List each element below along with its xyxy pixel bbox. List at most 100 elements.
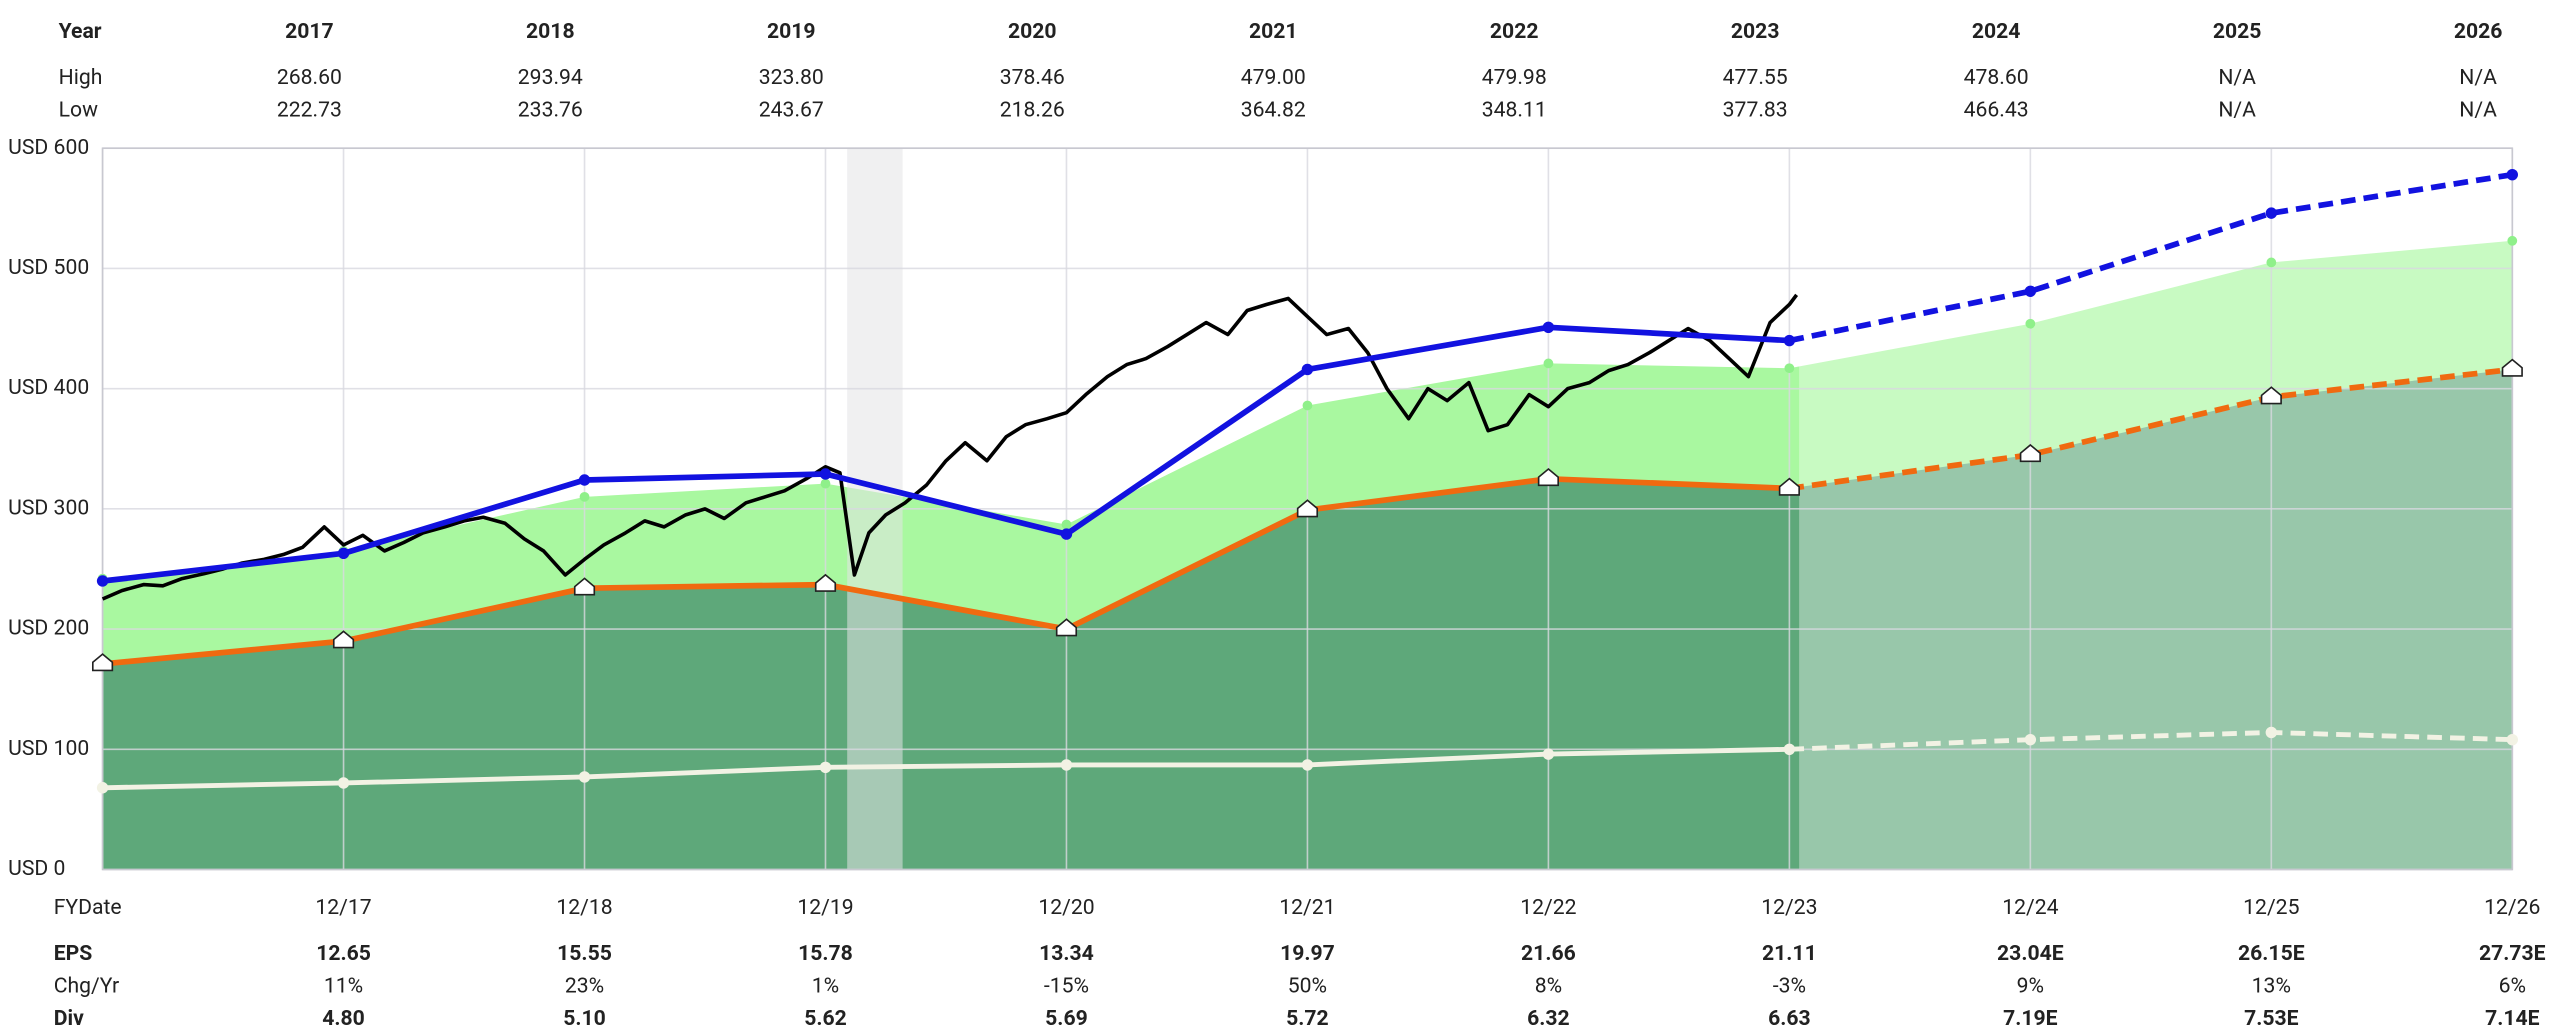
cell: 477.55 [1723, 65, 1788, 90]
cell: 23% [565, 973, 604, 998]
normal-pe-dot [578, 474, 591, 486]
normal-pe-dot [2265, 207, 2278, 219]
cell: 5.62 [804, 1006, 847, 1031]
year-label: 2025 [2213, 19, 2262, 44]
y-tick-label: USD 400 [8, 375, 89, 400]
row-label: Low [59, 97, 98, 122]
y-tick-label: USD 500 [8, 255, 89, 280]
dividend-dot [1542, 748, 1555, 760]
dividend-dot [337, 777, 350, 789]
cell: 5.10 [563, 1006, 606, 1031]
x-tick-label: 12/19 [797, 895, 853, 920]
cell: 466.43 [1964, 97, 2029, 122]
normal-pe-dot [96, 575, 109, 587]
series-line [102, 475, 1790, 667]
fair-value-marker [2260, 386, 2282, 405]
upper-dot [1061, 519, 1072, 530]
year-label: 2021 [1249, 19, 1298, 44]
cell: 6% [2499, 973, 2526, 998]
normal-pe-dot [1060, 528, 1073, 540]
cell: 19.97 [1280, 941, 1335, 966]
y-tick-label: USD 200 [8, 616, 89, 641]
cell: 348.11 [1482, 97, 1547, 122]
dividend-dot [96, 782, 109, 794]
cell: 293.94 [518, 65, 583, 90]
fair-value-marker [332, 630, 355, 649]
series-line [102, 746, 1790, 791]
plot-frame [101, 147, 2514, 871]
fair-value-marker [2019, 443, 2041, 463]
cell: 26.15E [2238, 941, 2305, 966]
y-tick-label: USD 600 [8, 135, 89, 160]
normal-pe-dot [1301, 363, 1314, 376]
fair-value-marker [573, 577, 596, 596]
x-tick-label: 12/20 [1038, 895, 1094, 920]
cell: 7.19E [2003, 1006, 2058, 1031]
cell: 21.66 [1521, 941, 1576, 966]
cell: 15.55 [557, 941, 612, 966]
upper-dot [1302, 400, 1313, 411]
normal-pe-dot [2506, 168, 2518, 181]
x-tick-label: 12/23 [1761, 895, 1817, 920]
cell: 378.46 [1000, 65, 1065, 90]
dividend-dot [2024, 733, 2037, 746]
row-label: Div [54, 1006, 84, 1031]
year-header: Year [59, 19, 102, 44]
cell: N/A [2218, 97, 2256, 122]
cell: 6.63 [1768, 1006, 1811, 1031]
dividend-dot [2506, 733, 2518, 746]
cell: 8% [1535, 973, 1562, 998]
normal-pe-dot [819, 468, 832, 480]
fair-value-marker [91, 653, 114, 672]
series-line [1789, 730, 2513, 752]
dividend-dot [819, 761, 832, 774]
cell: 218.26 [1000, 97, 1065, 122]
row-label: High [59, 65, 103, 90]
cell: 7.14E [2485, 1006, 2540, 1031]
dividend-dot [1301, 759, 1314, 771]
cell: 50% [1288, 973, 1327, 998]
cell: 5.72 [1286, 1006, 1329, 1031]
series-line [102, 324, 1790, 584]
cell: 6.32 [1527, 1006, 1570, 1031]
cell: 233.76 [518, 97, 583, 122]
series-line [1788, 366, 2513, 492]
cell: 377.83 [1723, 97, 1788, 122]
series-line [1788, 171, 2513, 344]
year-label: 2019 [767, 19, 816, 44]
cell: 7.53E [2244, 1006, 2299, 1031]
x-tick-label: 12/17 [315, 895, 371, 920]
cell: 4.80 [322, 1006, 365, 1031]
upper-dot [820, 478, 831, 489]
y-tick-label: USD 300 [8, 495, 89, 520]
normal-pe-dot [1783, 334, 1796, 347]
cell: 479.00 [1241, 65, 1306, 90]
upper-dot [1784, 363, 1795, 374]
year-label: 2020 [1008, 19, 1057, 44]
x-tick-label: 12/18 [556, 895, 612, 920]
dividend-dot [2265, 726, 2278, 739]
cell: N/A [2459, 65, 2497, 90]
price-line [101, 293, 1799, 601]
cell: N/A [2218, 65, 2256, 90]
upper-dot [2507, 235, 2518, 246]
fair-value-marker [1296, 499, 1319, 518]
year-label: 2018 [526, 19, 575, 44]
y-tick-label: USD 0 [8, 856, 65, 881]
cell: 13.34 [1039, 941, 1094, 966]
cell: 12.65 [316, 941, 371, 966]
x-tick-label: 12/25 [2243, 895, 2299, 920]
year-label: 2017 [285, 19, 334, 44]
normal-pe-dot [337, 547, 350, 560]
fair-value-marker [2501, 358, 2523, 377]
x-tick-label: 12/21 [1279, 895, 1335, 920]
row-label: Chg/Yr [54, 973, 120, 998]
cell: 478.60 [1964, 65, 2029, 90]
cell: 1% [812, 973, 839, 998]
year-label: 2023 [1731, 19, 1780, 44]
y-tick-label: USD 100 [8, 736, 89, 761]
fair-value-marker [1055, 618, 1078, 637]
cell: 11% [324, 973, 363, 998]
cell: N/A [2459, 97, 2497, 122]
